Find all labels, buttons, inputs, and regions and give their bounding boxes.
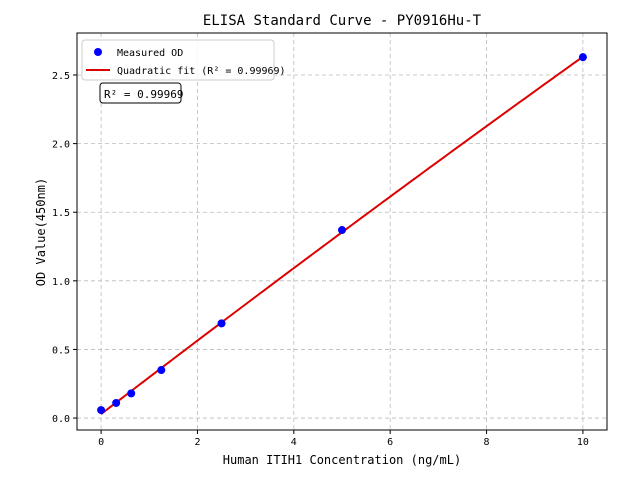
data-point <box>112 398 121 407</box>
data-point <box>97 406 106 415</box>
y-tick-label: 0.0 <box>52 414 70 425</box>
plot-frame <box>76 32 608 431</box>
x-tick-label: 2 <box>194 437 200 448</box>
data-point <box>338 226 346 235</box>
legend-label-points: Measured OD <box>117 48 183 59</box>
y-tick-label: 0.5 <box>52 345 70 356</box>
legend-marker-points <box>94 48 102 56</box>
x-axis-label: Human ITIH1 Concentration (ng/mL) <box>223 453 461 467</box>
legend: Measured OD Quadratic fit (R² = 0.99969) <box>81 39 286 81</box>
y-tick-label: 1.0 <box>52 277 70 288</box>
x-tick-label: 10 <box>577 437 589 448</box>
x-tick-label: 0 <box>98 437 104 448</box>
data-point <box>578 53 587 62</box>
chart-title: ELISA Standard Curve - PY0916Hu-T <box>203 13 482 29</box>
data-point <box>127 389 136 398</box>
legend-label-fit: Quadratic fit (R² = 0.99969) <box>117 66 286 77</box>
x-tick-label: 4 <box>291 437 297 448</box>
data-point <box>157 366 166 375</box>
y-axis-label: OD Value(450nm) <box>34 178 48 286</box>
x-tick-label: 6 <box>387 437 393 448</box>
y-tick-label: 2.5 <box>52 71 70 82</box>
r2-annotation: R² = 0.99969 <box>99 82 183 104</box>
y-tick-label: 1.5 <box>52 208 70 219</box>
r2-text: R² = 0.99969 <box>104 88 183 101</box>
data-point <box>217 319 226 328</box>
fit-line <box>100 55 584 415</box>
y-tick-label: 2.0 <box>52 140 70 151</box>
x-tick-label: 8 <box>484 437 490 448</box>
